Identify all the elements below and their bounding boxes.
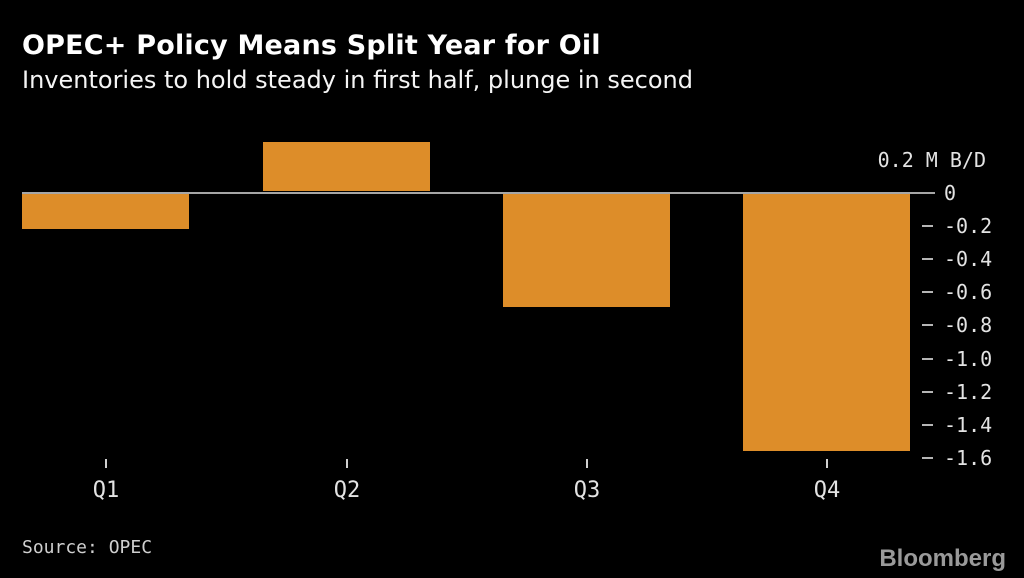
x-tick-label: Q3 — [573, 478, 601, 503]
x-tick-label: Q2 — [333, 478, 361, 503]
x-tick-label: Q4 — [813, 478, 841, 503]
bar-q3 — [503, 194, 670, 307]
x-tick-label: Q1 — [92, 478, 120, 503]
y-tick-label: -0.6 — [944, 280, 993, 304]
y-tick-label: -1.6 — [944, 446, 993, 470]
y-tick-label: -0.4 — [944, 247, 993, 271]
y-tick-label: -1.2 — [944, 380, 993, 404]
x-tick-mark — [346, 459, 348, 468]
bloomberg-logo: Bloomberg — [879, 545, 1006, 572]
y-tick-dash — [922, 291, 933, 293]
page-title: OPEC+ Policy Means Split Year for Oil — [22, 30, 601, 61]
y-tick-label: 0.2 M B/D — [877, 148, 986, 172]
y-tick-label: -0.8 — [944, 313, 993, 337]
x-tick-mark — [826, 459, 828, 468]
bar-q4 — [743, 194, 910, 451]
y-tick-dash — [922, 225, 933, 227]
y-tick-label: 0 — [944, 181, 957, 205]
source-label: Source: OPEC — [22, 537, 153, 558]
y-tick-dash — [922, 358, 933, 360]
y-tick-dash — [922, 457, 933, 459]
x-tick-mark — [586, 459, 588, 468]
bar-q2 — [263, 142, 430, 191]
zero-axis-line — [22, 192, 935, 194]
y-tick-label: -1.4 — [944, 413, 993, 437]
x-tick-mark — [105, 459, 107, 468]
y-tick-dash — [922, 324, 933, 326]
y-tick-dash — [922, 258, 933, 260]
page-subtitle: Inventories to hold steady in first half… — [22, 66, 693, 94]
y-tick-label: -1.0 — [944, 347, 993, 371]
bar-q1 — [22, 194, 189, 229]
y-tick-dash — [922, 391, 933, 393]
y-tick-dash — [922, 424, 933, 426]
y-tick-label: -0.2 — [944, 214, 993, 238]
